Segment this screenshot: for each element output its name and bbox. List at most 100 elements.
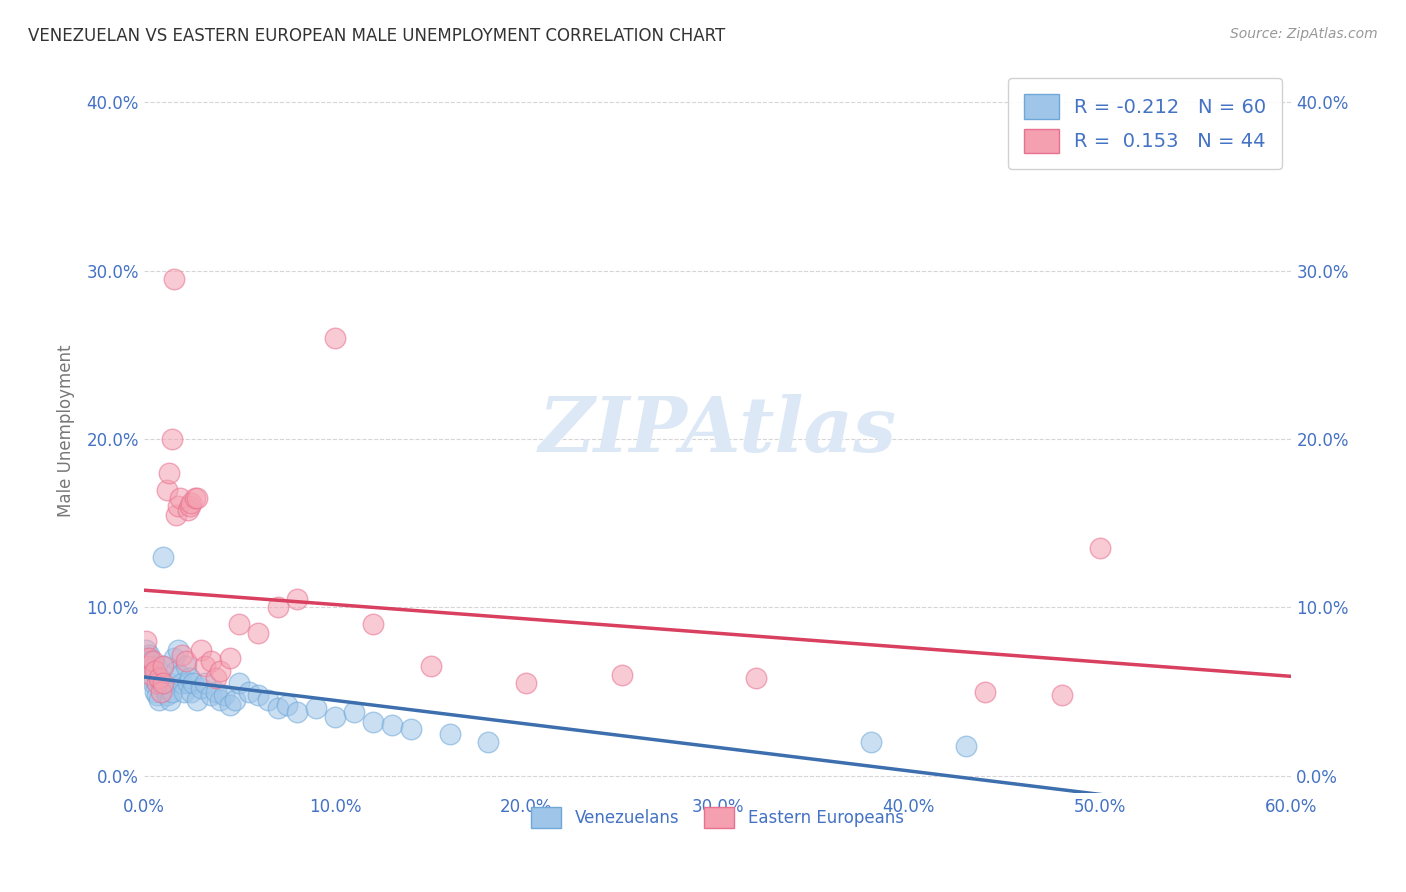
Point [143,663,166,677]
Point [343,705,366,719]
Point [136,659,159,673]
Point [205,684,228,698]
Point [859,735,882,749]
Point [224,693,246,707]
Point [148,671,170,685]
Point [184,491,207,505]
Point [165,665,187,679]
Point [146,676,169,690]
Point [138,651,160,665]
Point [163,651,186,665]
Point [205,671,228,685]
Point [163,272,186,286]
Point [200,654,222,668]
Point [176,676,198,690]
Point [152,659,174,673]
Point [401,722,423,736]
Point [149,684,172,698]
Point [136,659,159,673]
Point [146,667,169,681]
Point [170,648,193,662]
Text: Source: ZipAtlas.com: Source: ZipAtlas.com [1230,27,1378,41]
Point [141,654,163,668]
Legend: Venezuelans, Eastern Europeans: Venezuelans, Eastern Europeans [524,800,910,835]
Point [138,648,160,662]
Point [209,665,232,679]
Point [247,625,270,640]
Point [419,659,441,673]
Point [142,654,165,668]
Point [142,659,165,673]
Point [135,642,157,657]
Point [153,681,176,696]
Point [136,651,159,665]
Point [148,693,170,707]
Point [174,654,197,668]
Point [170,676,193,690]
Point [323,331,346,345]
Point [955,739,977,753]
Text: ZIPAtlas: ZIPAtlas [538,393,897,467]
Point [155,483,177,497]
Point [194,676,217,690]
Point [183,676,205,690]
Point [477,735,499,749]
Point [186,491,208,505]
Point [212,688,235,702]
Point [247,688,270,702]
Point [149,676,172,690]
Point [174,659,197,673]
Point [162,684,184,698]
Point [439,727,461,741]
Point [285,705,308,719]
Y-axis label: Male Unemployment: Male Unemployment [58,344,75,516]
Point [323,710,346,724]
Point [1050,688,1073,702]
Point [173,684,195,698]
Point [228,676,250,690]
Point [218,651,240,665]
Point [515,676,537,690]
Point [159,693,181,707]
Point [218,698,240,712]
Point [266,701,288,715]
Point [180,496,202,510]
Point [179,500,201,514]
Point [169,491,191,505]
Point [179,671,201,685]
Point [361,714,384,729]
Point [228,617,250,632]
Point [190,681,212,696]
Point [143,665,166,679]
Point [135,634,157,648]
Point [238,684,260,698]
Point [610,667,633,681]
Point [157,466,180,480]
Point [167,500,190,514]
Point [142,676,165,690]
Point [200,688,222,702]
Point [169,667,191,681]
Point [162,432,184,446]
Point [257,693,280,707]
Point [141,671,163,685]
Point [138,667,160,681]
Point [276,698,298,712]
Point [143,684,166,698]
Point [745,671,768,685]
Point [146,688,169,702]
Point [285,592,308,607]
Point [190,642,212,657]
Point [176,502,198,516]
Point [152,659,174,673]
Point [974,684,997,698]
Point [381,718,404,732]
Point [361,617,384,632]
Point [209,693,232,707]
Point [305,701,328,715]
Point [152,676,174,690]
Point [141,667,163,681]
Point [186,693,208,707]
Point [165,508,187,522]
Point [194,659,217,673]
